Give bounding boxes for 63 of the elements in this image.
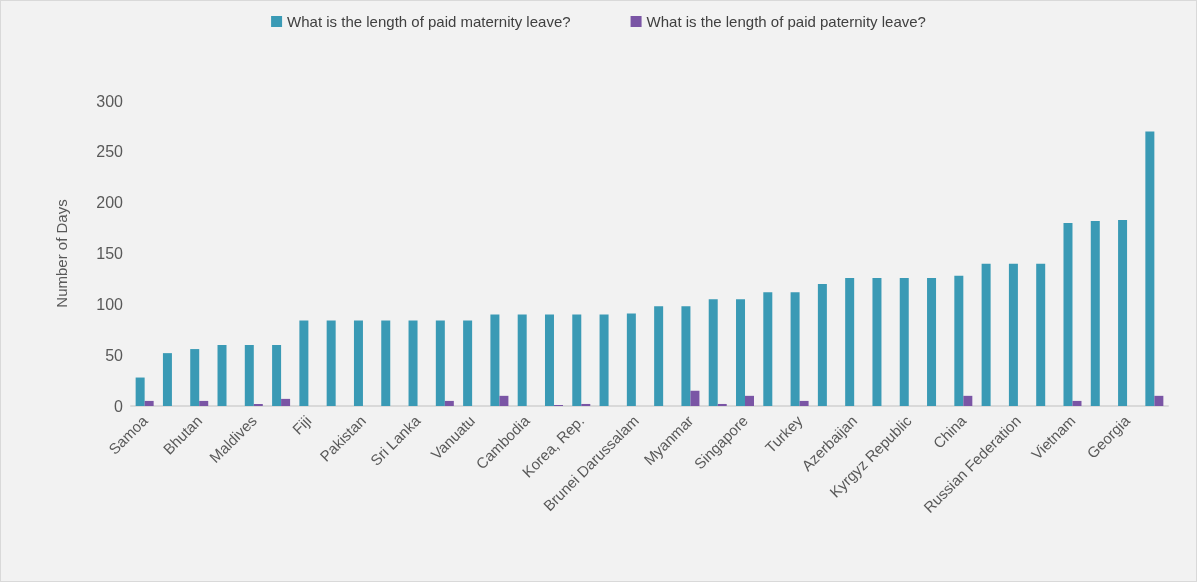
bar bbox=[599, 314, 609, 406]
bar bbox=[654, 306, 664, 406]
bar bbox=[1090, 220, 1100, 406]
bar bbox=[745, 395, 755, 406]
y-tick-label: 250 bbox=[96, 143, 124, 161]
y-tick-label: 300 bbox=[96, 92, 124, 110]
bar bbox=[253, 403, 263, 406]
bar bbox=[872, 277, 882, 406]
bar bbox=[954, 275, 964, 406]
bar bbox=[299, 320, 309, 406]
bar bbox=[281, 398, 291, 406]
y-tick-label: 150 bbox=[96, 245, 124, 262]
bar bbox=[490, 314, 500, 406]
bar bbox=[135, 377, 145, 406]
bar bbox=[899, 277, 909, 406]
bar bbox=[326, 320, 336, 406]
bar bbox=[763, 292, 773, 406]
legend-label: What is the length of paid maternity leave? bbox=[287, 13, 571, 30]
bar bbox=[1008, 263, 1018, 406]
x-tick-label: Fiji bbox=[288, 411, 315, 438]
bar bbox=[690, 390, 700, 406]
y-tick-label: 200 bbox=[96, 194, 124, 212]
y-tick-label: 100 bbox=[96, 295, 124, 313]
bar bbox=[544, 314, 554, 406]
bar bbox=[217, 345, 227, 406]
bar bbox=[845, 277, 855, 406]
y-tick-label: 50 bbox=[105, 346, 124, 364]
bar bbox=[1145, 131, 1155, 406]
bar bbox=[799, 400, 809, 406]
bar bbox=[162, 353, 172, 406]
bar bbox=[408, 320, 418, 406]
bar bbox=[927, 277, 937, 406]
bar bbox=[708, 299, 718, 406]
bar bbox=[190, 349, 200, 406]
bar bbox=[817, 284, 827, 406]
bar bbox=[435, 320, 445, 406]
y-tick-label: 0 bbox=[114, 397, 124, 415]
bar bbox=[381, 320, 391, 406]
bar bbox=[199, 400, 209, 406]
bar bbox=[681, 306, 691, 406]
bar bbox=[572, 314, 582, 406]
bar bbox=[1063, 223, 1073, 406]
bar bbox=[626, 313, 636, 406]
y-axis-title: Number of Days bbox=[53, 199, 70, 308]
bar bbox=[517, 314, 527, 406]
bar bbox=[244, 345, 254, 406]
bar bbox=[353, 320, 363, 406]
bar bbox=[981, 263, 991, 406]
bar bbox=[581, 403, 591, 406]
bar bbox=[444, 400, 454, 406]
bar bbox=[272, 345, 282, 406]
bar bbox=[1036, 263, 1046, 406]
bar bbox=[463, 320, 473, 406]
bar bbox=[717, 403, 727, 406]
bar bbox=[1154, 395, 1164, 406]
bar bbox=[790, 292, 800, 406]
bar bbox=[736, 299, 746, 406]
bar bbox=[499, 395, 509, 406]
bar bbox=[963, 395, 973, 406]
bar bbox=[144, 400, 154, 406]
bar bbox=[1072, 400, 1082, 406]
bar bbox=[1118, 219, 1128, 406]
legend-label: What is the length of paid paternity leave? bbox=[646, 13, 926, 30]
